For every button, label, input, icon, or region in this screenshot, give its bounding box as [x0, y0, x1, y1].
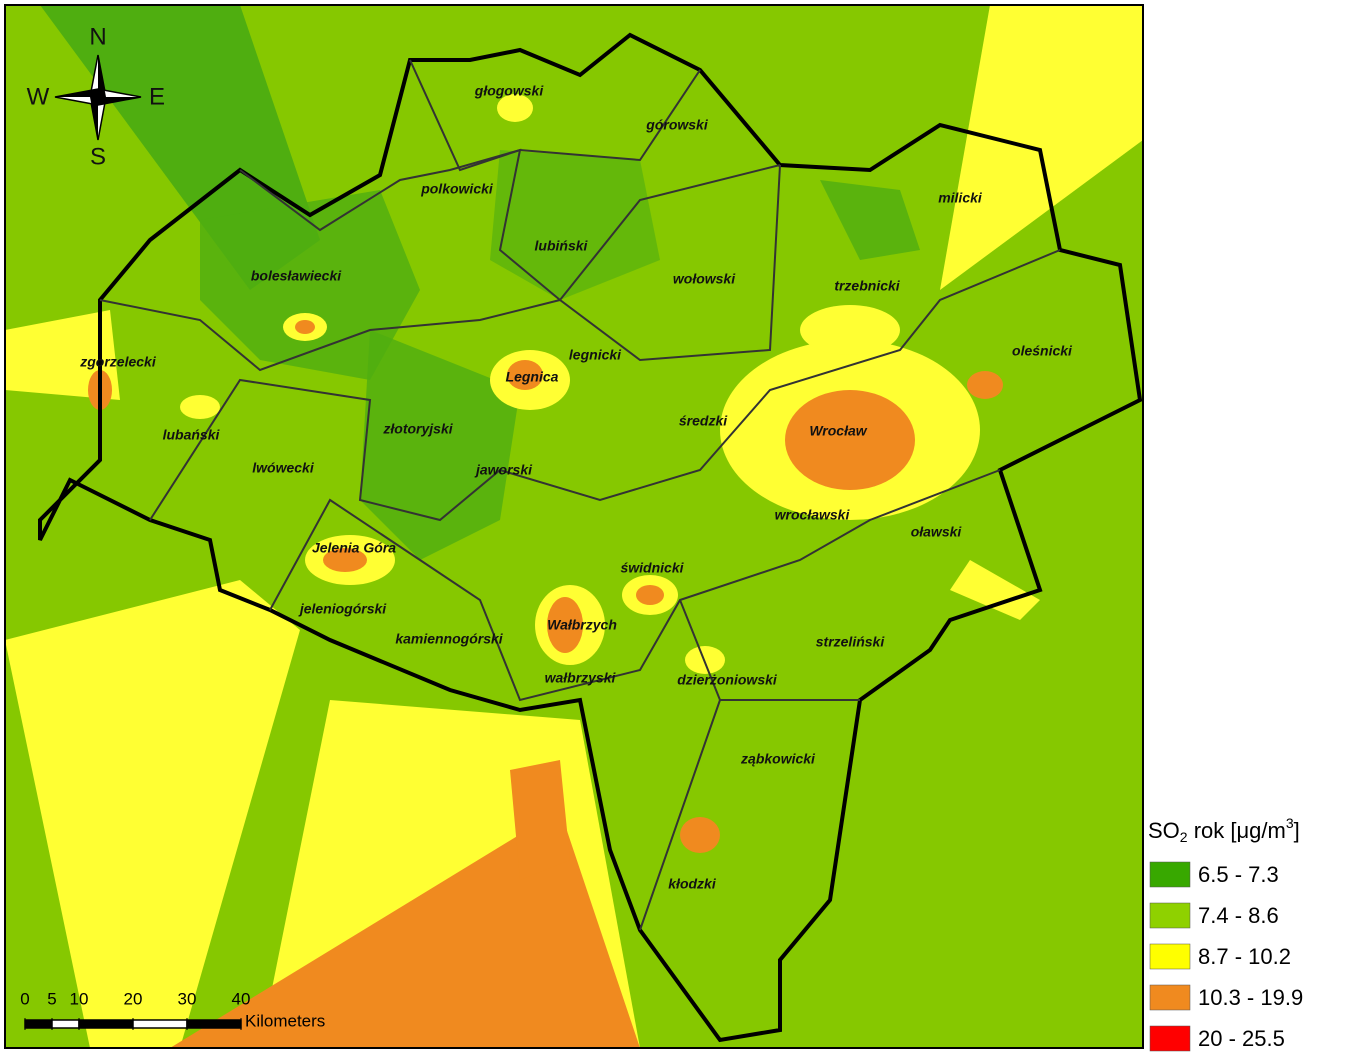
- district-label: Legnica: [506, 369, 559, 385]
- compass-w: W: [27, 83, 50, 110]
- scale-segment: [78, 1019, 134, 1029]
- district-label: milicki: [938, 190, 983, 206]
- district-label: górowski: [645, 117, 709, 133]
- dark-zone: [360, 330, 520, 560]
- city-zone: [800, 305, 900, 355]
- orange-wedge: [510, 760, 570, 880]
- compass-star: [55, 89, 98, 97]
- scale-tick-label: 30: [178, 989, 197, 1008]
- city-zone: [507, 360, 543, 390]
- district-label: dzierżoniowski: [677, 672, 778, 688]
- district-label: wałbrzyski: [545, 670, 617, 686]
- legend-swatch: [1149, 943, 1191, 970]
- scale-segment: [24, 1019, 53, 1029]
- district-label: średzki: [679, 413, 728, 429]
- dark-zone: [820, 180, 920, 260]
- district-label: bolesławiecki: [251, 268, 342, 284]
- city-zone: [323, 548, 367, 572]
- district-label: oławski: [911, 524, 963, 540]
- legend-swatch: [1149, 984, 1191, 1011]
- district-label: lubiński: [535, 238, 589, 254]
- city-zone: [680, 817, 720, 853]
- compass-star: [98, 55, 106, 97]
- compass-star: [98, 97, 141, 105]
- title-part: ]: [1294, 818, 1300, 843]
- title-part: rok [μg/m: [1188, 818, 1286, 843]
- city-zone: [967, 371, 1003, 399]
- district-label: Wałbrzych: [547, 617, 617, 633]
- district-label: głogowski: [474, 83, 545, 99]
- legend: SO2 rok [μg/m3] 6.5 - 7.3 7.4 - 8.6 8.7 - …: [1148, 815, 1303, 1052]
- compass-s: S: [90, 143, 106, 170]
- district-label: jaworski: [474, 462, 533, 478]
- legend-label: 8.7 - 10.2: [1198, 944, 1291, 969]
- border: [639, 599, 860, 931]
- compass: N W E S: [27, 23, 165, 170]
- title-sup: 3: [1286, 815, 1294, 831]
- city-zone: [180, 395, 220, 419]
- legend-label: 6.5 - 7.3: [1198, 862, 1279, 887]
- district-label: kamiennogórski: [395, 631, 503, 647]
- district-borders: [99, 59, 1061, 931]
- title-sub: 2: [1180, 829, 1188, 845]
- region-border: [38, 32, 1143, 1043]
- district-labels: głogowski górowski milicki polkowicki lubińs…: [79, 83, 1073, 892]
- compass-e: E: [149, 83, 165, 110]
- legend-swatch: [1149, 1025, 1191, 1052]
- district-label: legnicki: [569, 347, 622, 363]
- border: [269, 469, 1001, 702]
- district-label: strzeliński: [816, 634, 886, 650]
- district-label: Jelenia Góra: [312, 540, 396, 556]
- compass-star: [90, 97, 98, 140]
- district-label: lwówecki: [252, 460, 315, 476]
- city-zone: [636, 585, 664, 605]
- compass-n: N: [89, 23, 106, 50]
- scale-segment: [132, 1019, 188, 1029]
- district-label: świdnicki: [620, 560, 684, 576]
- scale-unit: Kilometers: [245, 1011, 325, 1030]
- yellow-wedge: [940, 5, 1143, 290]
- scale-tick-label: 10: [70, 989, 89, 1008]
- city-zone: [547, 597, 583, 653]
- district-label: Wrocław: [809, 423, 867, 439]
- district-label: ząbkowicki: [740, 751, 816, 767]
- district-label: polkowicki: [420, 181, 494, 197]
- yellow-wedge: [5, 580, 300, 1048]
- city-zone: [785, 390, 915, 490]
- scale-bar: 0 5 10 20 30 40 Kilometers: [20, 989, 325, 1030]
- district-label: zgorzelecki: [79, 354, 157, 370]
- map-frame: N W E S głogowski górowski milicki polkowic…: [5, 5, 1143, 1048]
- district-label: trzebnicki: [834, 278, 900, 294]
- border: [99, 164, 781, 372]
- legend-title: SO2 rok [μg/m3]: [1148, 815, 1300, 845]
- legend-label: 20 - 25.5: [1198, 1026, 1285, 1051]
- scale-tick-label: 20: [124, 989, 143, 1008]
- district-label: kłodzki: [668, 876, 717, 892]
- scale-segment: [51, 1019, 80, 1029]
- legend-swatch: [1149, 902, 1191, 929]
- legend-swatch: [1149, 861, 1191, 888]
- border: [239, 148, 781, 302]
- district-label: oleśnicki: [1012, 343, 1073, 359]
- yellow-wedge: [950, 560, 1040, 620]
- title-part: SO: [1148, 818, 1180, 843]
- district-label: wrocławski: [775, 507, 851, 523]
- city-zone: [497, 94, 533, 122]
- legend-label: 7.4 - 8.6: [1198, 903, 1279, 928]
- scale-tick-label: 5: [47, 989, 56, 1008]
- map-border: [4, 4, 1144, 1049]
- city-zone: [295, 320, 315, 334]
- legend-label: 10.3 - 19.9: [1198, 985, 1303, 1010]
- district-label: jeleniogórski: [298, 601, 387, 617]
- dark-zone: [490, 150, 660, 300]
- scale-segment: [186, 1019, 242, 1029]
- scale-tick-label: 0: [20, 989, 29, 1008]
- scale-tick-label: 40: [232, 989, 251, 1008]
- district-label: lubański: [163, 427, 221, 443]
- border: [149, 249, 1061, 522]
- district-label: wołowski: [673, 271, 736, 287]
- district-label: złotoryjski: [382, 421, 453, 437]
